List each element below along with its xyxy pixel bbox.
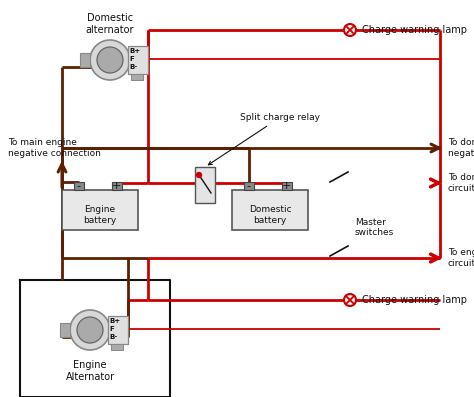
Bar [131, 74, 143, 80]
Circle shape [70, 310, 110, 350]
Text: B+: B+ [109, 318, 120, 324]
Circle shape [97, 47, 123, 73]
Bar [195, 167, 215, 203]
Text: -: - [77, 181, 81, 191]
Bar [108, 316, 128, 344]
Circle shape [90, 40, 130, 80]
Bar [62, 190, 138, 230]
Bar [232, 190, 308, 230]
Text: B-: B- [129, 64, 137, 70]
Bar [112, 182, 122, 190]
Text: +: + [112, 181, 121, 191]
Circle shape [344, 24, 356, 36]
Text: Engine
battery: Engine battery [83, 205, 117, 225]
Text: Master
switches: Master switches [355, 218, 394, 237]
Bar [244, 182, 254, 190]
Text: F: F [129, 56, 134, 62]
Text: Engine
Alternator: Engine Alternator [65, 360, 115, 382]
Text: Charge warning lamp: Charge warning lamp [362, 295, 467, 305]
Bar [128, 46, 148, 74]
Text: B+: B+ [129, 48, 140, 54]
Bar [74, 182, 84, 190]
Text: Charge warning lamp: Charge warning lamp [362, 25, 467, 35]
Text: Split charge relay: Split charge relay [209, 113, 320, 165]
Bar [282, 182, 292, 190]
Text: Domestic
alternator: Domestic alternator [86, 13, 134, 35]
Bar [60, 323, 70, 337]
Text: F: F [109, 326, 114, 332]
Circle shape [197, 173, 201, 177]
Circle shape [344, 294, 356, 306]
Text: B-: B- [109, 334, 117, 340]
Circle shape [77, 317, 103, 343]
Text: To main engine
negative connection: To main engine negative connection [8, 138, 101, 158]
Text: +: + [282, 181, 292, 191]
Bar [80, 53, 90, 67]
Text: -: - [247, 181, 251, 191]
Text: To engine
circuits: To engine circuits [448, 248, 474, 268]
Text: To domestic
circuits: To domestic circuits [448, 173, 474, 193]
Text: To domestic
negative busbar: To domestic negative busbar [448, 138, 474, 158]
Text: Domestic
battery: Domestic battery [249, 205, 292, 225]
Bar [111, 344, 123, 350]
